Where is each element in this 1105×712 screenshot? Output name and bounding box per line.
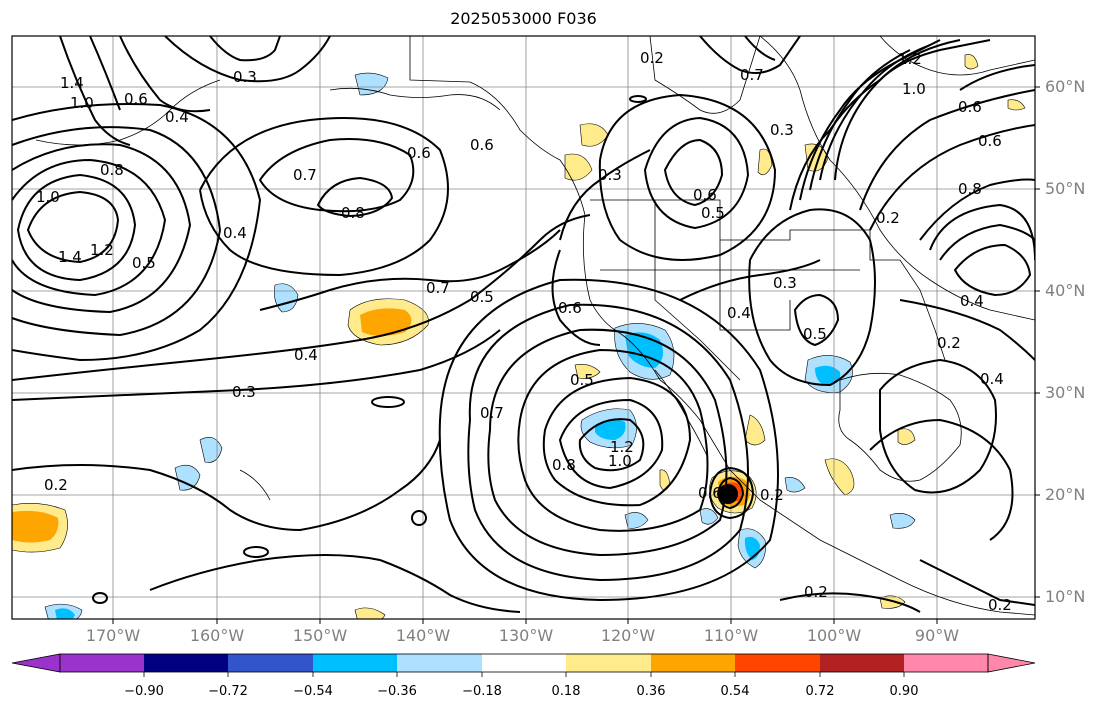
contour-label: 1.0 <box>70 94 94 112</box>
colorbar-tick-label: 0.54 <box>720 684 750 699</box>
colorbar-tick-label: −0.18 <box>462 684 502 699</box>
map-title: 2025053000 F036 <box>450 9 597 28</box>
contour-label: 0.6 <box>407 144 431 162</box>
contour-label: 0.2 <box>760 486 784 504</box>
contour-label: 1.2 <box>90 241 114 259</box>
longitude-label: 120°W <box>600 626 656 645</box>
contour-label: 0.4 <box>980 370 1004 388</box>
latitude-label: 10°N <box>1045 587 1086 606</box>
contour-label: 0.6 <box>958 98 982 116</box>
contour-label: 0.6 <box>558 299 582 317</box>
latitude-label: 50°N <box>1045 179 1086 198</box>
latitude-label: 30°N <box>1045 383 1086 402</box>
colorbar <box>11 653 1036 677</box>
contour-label: 0.8 <box>958 180 982 198</box>
hurricane-center-marker <box>718 484 738 504</box>
colorbar-tick-label: −0.54 <box>293 684 333 699</box>
colorbar-tick-label: −0.72 <box>208 684 248 699</box>
contour-label: 0.3 <box>232 383 256 401</box>
colorbar-segment <box>228 654 313 672</box>
contour-label: 0.6 <box>124 90 148 108</box>
contour-label: 0.6 <box>978 132 1002 150</box>
contour-label: 0.3 <box>770 121 794 139</box>
colorbar-tick-label: 0.90 <box>889 684 919 699</box>
colorbar-segment <box>735 654 820 672</box>
colorbar-segment <box>820 654 904 672</box>
colorbar-segment <box>397 654 482 672</box>
colorbar-tick-label: 0.36 <box>636 684 666 699</box>
colorbar-segment <box>60 654 144 672</box>
small-contours <box>92 95 647 604</box>
contour-label: 0.7 <box>426 279 450 297</box>
colorbar-arrow-low <box>11 653 61 673</box>
contour-label: 1.2 <box>898 50 922 68</box>
contour-label: 1.0 <box>608 452 632 470</box>
colorbar-tick-label: 0.72 <box>805 684 835 699</box>
contour-label: 0.2 <box>988 596 1012 614</box>
colorbar-tick-label: 0.18 <box>551 684 581 699</box>
axis-ticks <box>112 86 1040 624</box>
colorbar-segment <box>651 654 735 672</box>
contour-label: 0.4 <box>727 304 751 322</box>
longitude-label: 110°W <box>703 626 759 645</box>
contour-label: 0.3 <box>598 166 622 184</box>
colorbar-segment <box>904 654 988 672</box>
longitude-label: 90°W <box>914 626 960 645</box>
longitude-label: 130°W <box>498 626 554 645</box>
longitude-label: 100°W <box>806 626 862 645</box>
longitude-label: 170°W <box>85 626 141 645</box>
contour-label: 0.2 <box>937 334 961 352</box>
contour-label: 0.2 <box>804 583 828 601</box>
contour-label: 0.3 <box>773 274 797 292</box>
contour-label: 0.7 <box>740 66 764 84</box>
contour-label: 1.4 <box>60 74 84 92</box>
latitude-label: 60°N <box>1045 77 1086 96</box>
contour-label: 1.0 <box>36 188 60 206</box>
contour-label: 1.2 <box>610 438 634 456</box>
contour-label: 0.6 <box>698 484 722 502</box>
latitude-label: 40°N <box>1045 281 1086 300</box>
contour-label: 0.4 <box>294 346 318 364</box>
map-frame <box>11 35 1036 620</box>
contour-label: 0.8 <box>341 204 365 222</box>
contour-label: 0.4 <box>960 292 984 310</box>
contour-label: 0.7 <box>293 166 317 184</box>
contour-label: 0.8 <box>100 161 124 179</box>
colorbar-segment <box>482 654 566 672</box>
colorbar-segment <box>313 654 397 672</box>
contour-label: 0.2 <box>640 49 664 67</box>
colorbar-segment <box>566 654 651 672</box>
latitude-label: 20°N <box>1045 485 1086 504</box>
contour-label: 0.5 <box>570 371 594 389</box>
contour-lines <box>12 36 1035 613</box>
contour-label: 0.5 <box>470 288 494 306</box>
contour-label: 1.4 <box>58 248 82 266</box>
colorbar-tick-label: −0.36 <box>377 684 417 699</box>
contour-label: 0.5 <box>132 254 156 272</box>
contour-label: 1.0 <box>902 80 926 98</box>
contour-label: 0.7 <box>480 404 504 422</box>
longitude-label: 150°W <box>292 626 348 645</box>
contour-label: 0.5 <box>803 325 827 343</box>
shaded-anomalies <box>12 54 1026 619</box>
colorbar-arrow-high <box>987 653 1036 673</box>
longitude-label: 140°W <box>395 626 451 645</box>
contour-label: 0.2 <box>876 209 900 227</box>
colorbar-tick-label: −0.90 <box>124 684 164 699</box>
contour-label: 0.4 <box>223 224 247 242</box>
contour-label: 0.3 <box>233 68 257 86</box>
contour-label: 0.2 <box>44 476 68 494</box>
blue-region-west-pacific <box>274 283 299 313</box>
contour-label: 0.6 <box>470 136 494 154</box>
contour-labels: 0.2 0.2 0.2 0.2 0.2 0.2 0.2 0.3 0.3 0.3 … <box>36 49 1012 614</box>
contour-label: 0.4 <box>165 108 189 126</box>
contour-label: 0.8 <box>552 456 576 474</box>
colorbar-segment <box>144 654 228 672</box>
contour-label: 0.6 <box>693 186 717 204</box>
contour-label: 0.5 <box>701 204 725 222</box>
longitude-label: 160°W <box>189 626 245 645</box>
